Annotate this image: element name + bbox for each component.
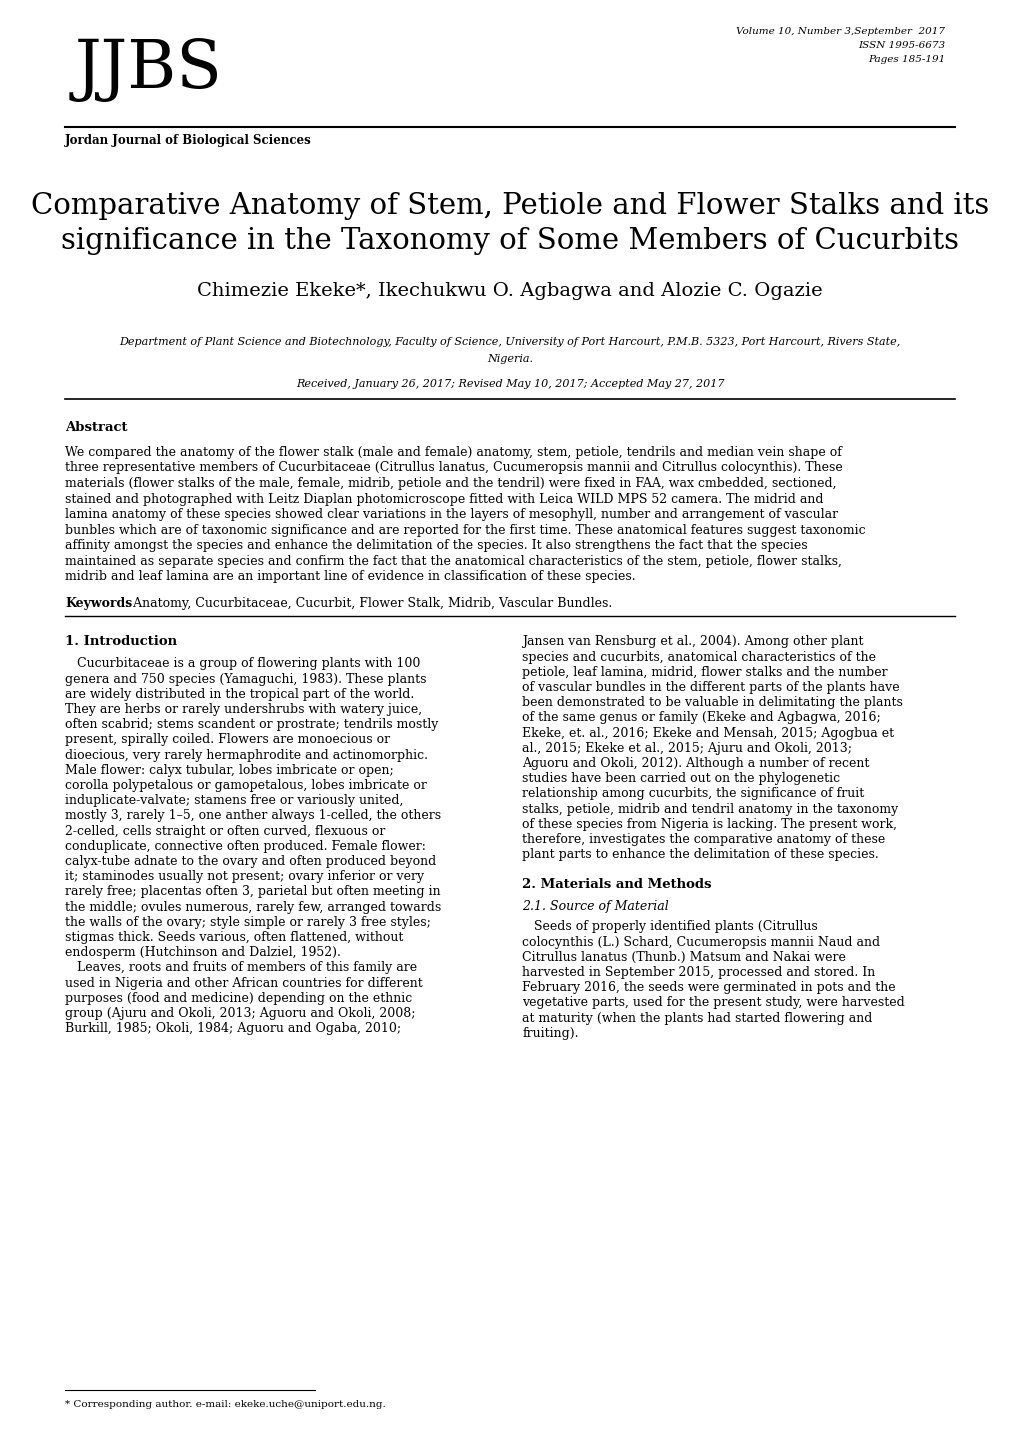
Text: Leaves, roots and fruits of members of this family are: Leaves, roots and fruits of members of t… — [65, 962, 417, 975]
Text: studies have been carried out on the phylogenetic: studies have been carried out on the phy… — [522, 773, 840, 786]
Text: maintained as separate species and confirm the fact that the anatomical characte: maintained as separate species and confi… — [65, 555, 841, 568]
Text: plant parts to enhance the delimitation of these species.: plant parts to enhance the delimitation … — [522, 848, 878, 861]
Text: stained and photographed with Leitz Diaplan photomicroscope fitted with Leica WI: stained and photographed with Leitz Diap… — [65, 493, 822, 506]
Text: conduplicate, connective often produced. Female flower:: conduplicate, connective often produced.… — [65, 839, 426, 852]
Text: species and cucurbits, anatomical characteristics of the: species and cucurbits, anatomical charac… — [522, 650, 875, 663]
Text: rarely free; placentas often 3, parietal but often meeting in: rarely free; placentas often 3, parietal… — [65, 885, 440, 898]
Text: dioecious, very rarely hermaphrodite and actinomorphic.: dioecious, very rarely hermaphrodite and… — [65, 748, 428, 761]
Text: harvested in September 2015, processed and stored. In: harvested in September 2015, processed a… — [522, 966, 875, 979]
Text: three representative members of Cucurbitaceae (Citrullus lanatus, Cucumeropsis m: three representative members of Cucurbit… — [65, 461, 842, 474]
Text: Citrullus lanatus (Thunb.) Matsum and Nakai were: Citrullus lanatus (Thunb.) Matsum and Na… — [522, 950, 846, 963]
Text: at maturity (when the plants had started flowering and: at maturity (when the plants had started… — [522, 1012, 872, 1025]
Text: February 2016, the seeds were germinated in pots and the: February 2016, the seeds were germinated… — [522, 982, 896, 995]
Text: Ekeke, et. al., 2016; Ekeke and Mensah, 2015; Agogbua et: Ekeke, et. al., 2016; Ekeke and Mensah, … — [522, 727, 894, 740]
Text: Jansen van Rensburg et al., 2004). Among other plant: Jansen van Rensburg et al., 2004). Among… — [522, 636, 863, 649]
Text: been demonstrated to be valuable in delimitating the plants: been demonstrated to be valuable in deli… — [522, 696, 903, 709]
Text: it; staminodes usually not present; ovary inferior or very: it; staminodes usually not present; ovar… — [65, 871, 424, 884]
Text: Burkill, 1985; Okoli, 1984; Aguoru and Ogaba, 2010;: Burkill, 1985; Okoli, 1984; Aguoru and O… — [65, 1022, 400, 1035]
Text: the middle; ovules numerous, rarely few, arranged towards: the middle; ovules numerous, rarely few,… — [65, 901, 441, 914]
Text: Chimezie Ekeke*, Ikechukwu O. Agbagwa and Alozie C. Ogazie: Chimezie Ekeke*, Ikechukwu O. Agbagwa an… — [197, 283, 822, 300]
Text: bunbles which are of taxonomic significance and are reported for the first time.: bunbles which are of taxonomic significa… — [65, 523, 865, 536]
Text: are widely distributed in the tropical part of the world.: are widely distributed in the tropical p… — [65, 688, 414, 701]
Text: 1. Introduction: 1. Introduction — [65, 636, 177, 649]
Text: * Corresponding author. e-mail: ekeke.uche@uniport.edu.ng.: * Corresponding author. e-mail: ekeke.uc… — [65, 1400, 385, 1409]
Text: of the same genus or family (Ekeke and Agbagwa, 2016;: of the same genus or family (Ekeke and A… — [522, 711, 880, 724]
Text: endosperm (Hutchinson and Dalziel, 1952).: endosperm (Hutchinson and Dalziel, 1952)… — [65, 946, 340, 959]
Text: therefore, investigates the comparative anatomy of these: therefore, investigates the comparative … — [522, 833, 884, 846]
Text: Seeds of properly identified plants (Citrullus: Seeds of properly identified plants (Cit… — [522, 920, 817, 933]
Text: Pages 185-191: Pages 185-191 — [867, 55, 944, 63]
Text: Male flower: calyx tubular, lobes imbricate or open;: Male flower: calyx tubular, lobes imbric… — [65, 764, 393, 777]
Text: calyx-tube adnate to the ovary and often produced beyond: calyx-tube adnate to the ovary and often… — [65, 855, 436, 868]
Text: 2-celled, cells straight or often curved, flexuous or: 2-celled, cells straight or often curved… — [65, 825, 385, 838]
Text: Comparative Anatomy of Stem, Petiole and Flower Stalks and its: Comparative Anatomy of Stem, Petiole and… — [31, 192, 988, 221]
Text: ISSN 1995-6673: ISSN 1995-6673 — [857, 40, 944, 50]
Text: 2. Materials and Methods: 2. Materials and Methods — [522, 878, 711, 891]
Text: corolla polypetalous or gamopetalous, lobes imbricate or: corolla polypetalous or gamopetalous, lo… — [65, 779, 427, 792]
Text: 2.1. Source of Material: 2.1. Source of Material — [522, 900, 668, 913]
Text: purposes (food and medicine) depending on the ethnic: purposes (food and medicine) depending o… — [65, 992, 412, 1005]
Text: induplicate-valvate; stamens free or variously united,: induplicate-valvate; stamens free or var… — [65, 795, 403, 808]
Text: Nigeria.: Nigeria. — [486, 353, 533, 363]
Text: materials (flower stalks of the male, female, midrib, petiole and the tendril) w: materials (flower stalks of the male, fe… — [65, 477, 836, 490]
Text: lamina anatomy of these species showed clear variations in the layers of mesophy: lamina anatomy of these species showed c… — [65, 508, 838, 521]
Text: Volume 10, Number 3,September  2017: Volume 10, Number 3,September 2017 — [736, 27, 944, 36]
Text: colocynthis (L.) Schard, Cucumeropsis mannii Naud and: colocynthis (L.) Schard, Cucumeropsis ma… — [522, 936, 879, 949]
Text: present, spirally coiled. Flowers are monoecious or: present, spirally coiled. Flowers are mo… — [65, 734, 389, 747]
Text: Abstract: Abstract — [65, 421, 127, 434]
Text: fruiting).: fruiting). — [522, 1027, 579, 1040]
Text: the walls of the ovary; style simple or rarely 3 free styles;: the walls of the ovary; style simple or … — [65, 916, 430, 929]
Text: group (Ajuru and Okoli, 2013; Aguoru and Okoli, 2008;: group (Ajuru and Okoli, 2013; Aguoru and… — [65, 1007, 415, 1019]
Text: JJBS: JJBS — [75, 37, 223, 102]
Text: stalks, petiole, midrib and tendril anatomy in the taxonomy: stalks, petiole, midrib and tendril anat… — [522, 803, 898, 816]
Text: used in Nigeria and other African countries for different: used in Nigeria and other African countr… — [65, 976, 422, 989]
Text: They are herbs or rarely undershrubs with watery juice,: They are herbs or rarely undershrubs wit… — [65, 704, 422, 717]
Text: petiole, leaf lamina, midrid, flower stalks and the number: petiole, leaf lamina, midrid, flower sta… — [522, 666, 888, 679]
Text: midrib and leaf lamina are an important line of evidence in classification of th: midrib and leaf lamina are an important … — [65, 570, 635, 583]
Text: Received, January 26, 2017; Revised May 10, 2017; Accepted May 27, 2017: Received, January 26, 2017; Revised May … — [296, 379, 723, 389]
Text: of vascular bundles in the different parts of the plants have: of vascular bundles in the different par… — [522, 681, 899, 694]
Text: affinity amongst the species and enhance the delimitation of the species. It als: affinity amongst the species and enhance… — [65, 539, 807, 552]
Text: : Anatomy, Cucurbitaceae, Cucurbit, Flower Stalk, Midrib, Vascular Bundles.: : Anatomy, Cucurbitaceae, Cucurbit, Flow… — [125, 597, 611, 610]
Text: Department of Plant Science and Biotechnology, Faculty of Science, University of: Department of Plant Science and Biotechn… — [119, 337, 900, 348]
Text: vegetative parts, used for the present study, were harvested: vegetative parts, used for the present s… — [522, 996, 905, 1009]
Text: of these species from Nigeria is lacking. The present work,: of these species from Nigeria is lacking… — [522, 818, 897, 831]
Text: We compared the anatomy of the flower stalk (male and female) anatomy, stem, pet: We compared the anatomy of the flower st… — [65, 446, 841, 459]
Text: stigmas thick. Seeds various, often flattened, without: stigmas thick. Seeds various, often flat… — [65, 932, 403, 945]
Text: Aguoru and Okoli, 2012). Although a number of recent: Aguoru and Okoli, 2012). Although a numb… — [522, 757, 869, 770]
Text: Cucurbitaceae is a group of flowering plants with 100: Cucurbitaceae is a group of flowering pl… — [65, 658, 420, 671]
Text: mostly 3, rarely 1–5, one anther always 1-celled, the others: mostly 3, rarely 1–5, one anther always … — [65, 809, 440, 822]
Text: relationship among cucurbits, the significance of fruit: relationship among cucurbits, the signif… — [522, 787, 864, 800]
Text: genera and 750 species (Yamaguchi, 1983). These plants: genera and 750 species (Yamaguchi, 1983)… — [65, 673, 426, 686]
Text: Jordan Journal of Biological Sciences: Jordan Journal of Biological Sciences — [65, 134, 312, 147]
Text: al., 2015; Ekeke et al., 2015; Ajuru and Okoli, 2013;: al., 2015; Ekeke et al., 2015; Ajuru and… — [522, 741, 852, 756]
Text: significance in the Taxonomy of Some Members of Cucurbits: significance in the Taxonomy of Some Mem… — [61, 226, 958, 255]
Text: often scabrid; stems scandent or prostrate; tendrils mostly: often scabrid; stems scandent or prostra… — [65, 718, 438, 731]
Text: Keywords: Keywords — [65, 597, 132, 610]
